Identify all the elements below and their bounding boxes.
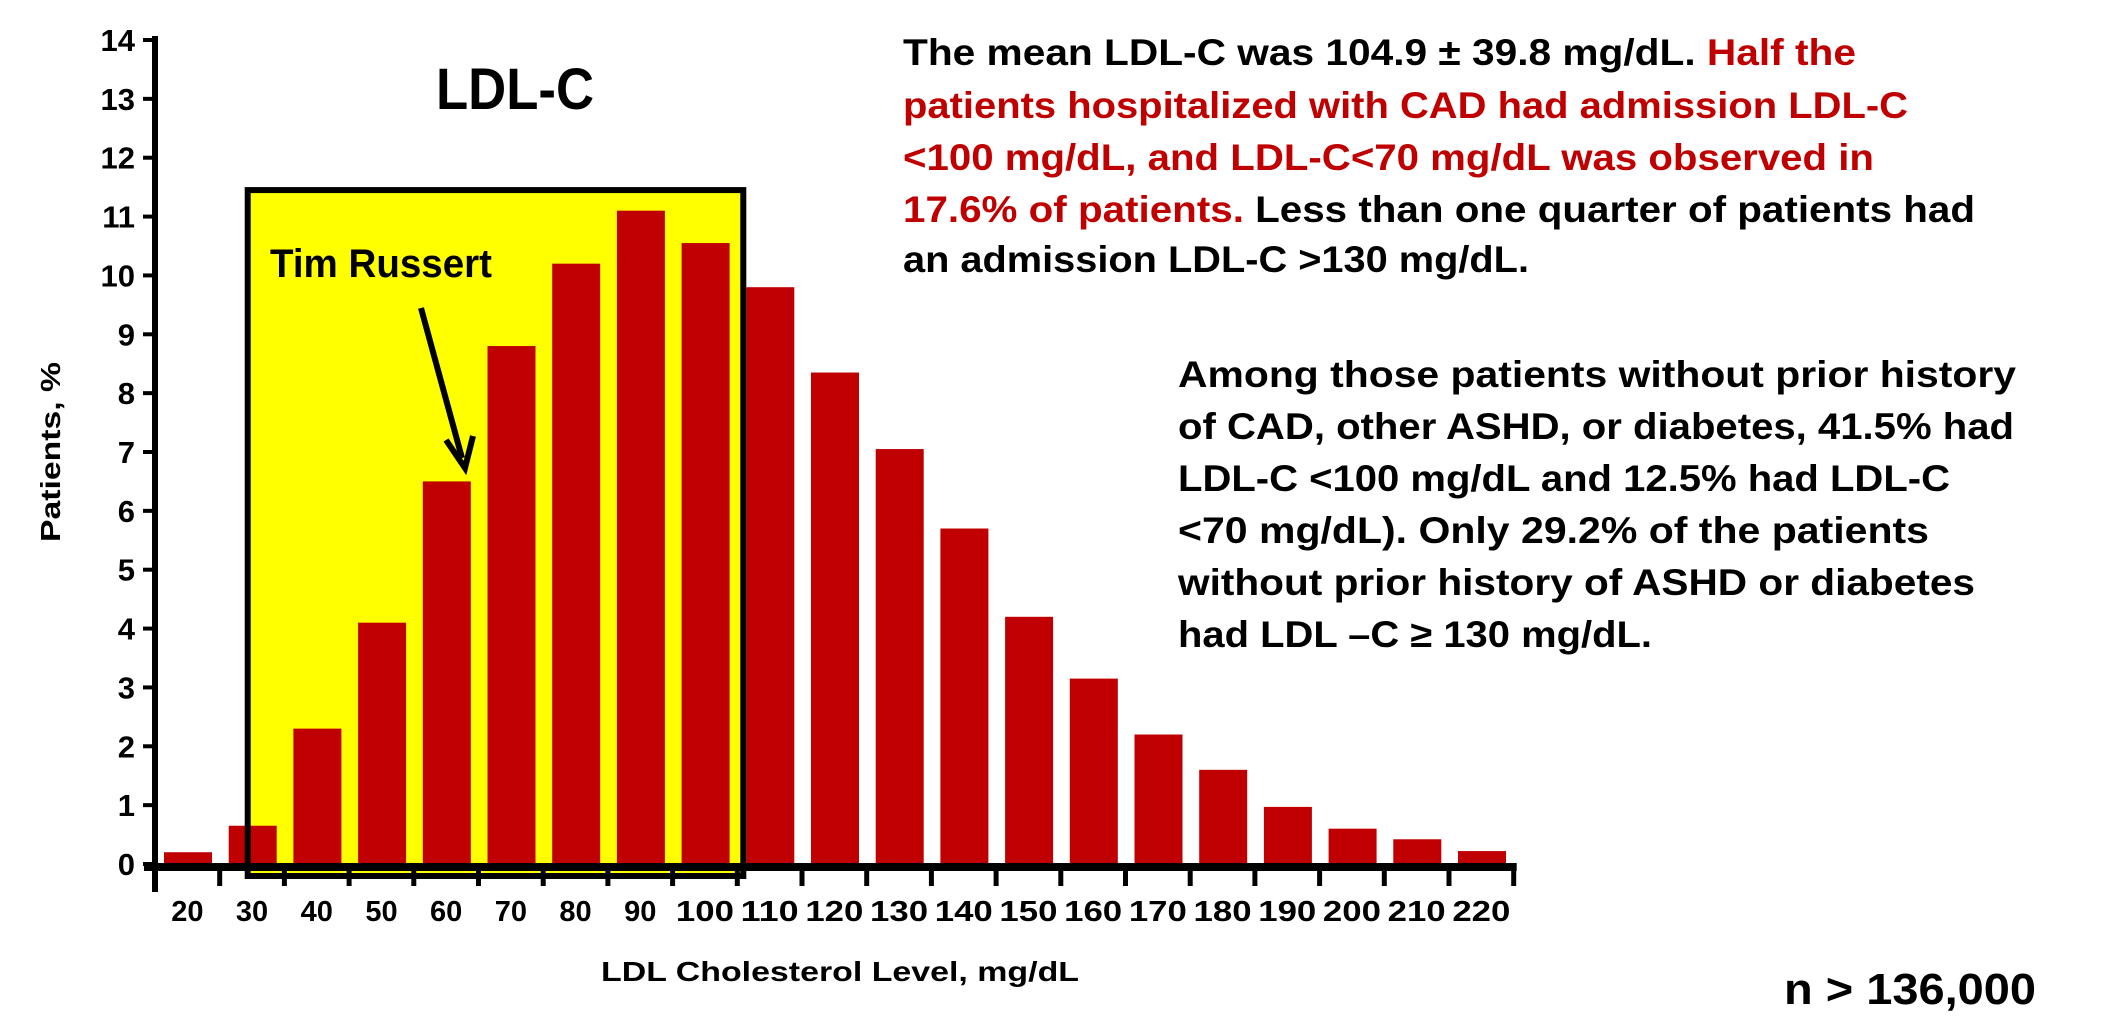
bar-100 — [681, 243, 730, 865]
y-tick-label: 9 — [118, 317, 135, 352]
y-tick-label: 7 — [118, 435, 135, 470]
bar-210 — [1393, 839, 1442, 864]
summary-line: 17.6% of patients. Less than one quarter… — [903, 189, 1975, 230]
bar-170 — [1134, 734, 1183, 864]
x-tick-label: 150 — [999, 896, 1057, 928]
subgroup-line: Among those patients without prior histo… — [1178, 354, 2016, 395]
y-tick-label: 5 — [118, 553, 135, 588]
x-tick-label: 130 — [870, 896, 928, 928]
x-tick-label: 120 — [805, 896, 863, 928]
chart-title: LDL-C — [436, 57, 594, 122]
x-tick-label: 80 — [559, 896, 591, 928]
text-segment: The mean LDL-C was 104.9 ± 39.8 mg/dL. — [903, 32, 1707, 73]
y-tick-label: 13 — [101, 82, 135, 117]
x-tick-labels: 20 30 40 50 60 70 80 90 100 110 120 130 140 150 160 170… — [171, 896, 1510, 928]
x-tick-label: 70 — [495, 896, 527, 928]
x-tick-label: 200 — [1323, 896, 1381, 928]
bar-140 — [940, 528, 989, 864]
x-tick-label: 90 — [624, 896, 656, 928]
x-tick-label: 190 — [1258, 896, 1316, 928]
subgroup-line: of CAD, other ASHD, or diabetes, 41.5% h… — [1178, 406, 2014, 447]
y-tick-label: 0 — [118, 847, 135, 882]
highlighted-text: <100 mg/dL, and LDL-C<70 mg/dL was obser… — [903, 137, 1874, 178]
bar-180 — [1199, 769, 1248, 864]
y-axis-label: Patients, % — [35, 362, 66, 542]
x-tick-label: 60 — [430, 896, 462, 928]
summary-line: patients hospitalized with CAD had admis… — [903, 85, 1908, 126]
subgroup-line: without prior history of ASHD or diabete… — [1177, 562, 1975, 603]
bar-60 — [422, 481, 471, 864]
bar-220 — [1458, 851, 1506, 864]
bar-70 — [487, 346, 536, 864]
subgroup-line: LDL-C <100 mg/dL and 12.5% had LDL-C — [1178, 458, 1950, 499]
subgroup-text-block: Among those patients without prior histo… — [1177, 354, 2017, 655]
bar-30 — [228, 825, 277, 864]
subgroup-line: had LDL –C ≥ 130 mg/dL. — [1178, 614, 1652, 655]
text-segment: an admission LDL-C >130 mg/dL. — [903, 239, 1529, 280]
x-tick-label: 140 — [935, 896, 993, 928]
x-tick-label: 20 — [171, 896, 203, 928]
bar-80 — [552, 263, 601, 865]
annotation-arrow-icon — [418, 307, 476, 476]
y-tick-label: 2 — [118, 729, 135, 764]
x-tick-label: 210 — [1388, 896, 1446, 928]
bar-40 — [293, 728, 342, 864]
y-tick-label: 4 — [118, 612, 136, 647]
y-tick-label: 6 — [118, 494, 135, 529]
x-tick-label: 110 — [741, 896, 799, 928]
bar-130 — [875, 449, 924, 864]
annotation-label: Tim Russert — [270, 242, 492, 286]
highlighted-text: Half the — [1707, 32, 1856, 73]
bar-120 — [811, 372, 859, 864]
y-tick-label: 12 — [101, 141, 135, 176]
x-tick-label: 40 — [301, 896, 333, 928]
summary-line: <100 mg/dL, and LDL-C<70 mg/dL was obser… — [903, 137, 1874, 178]
x-tick-label: 100 — [676, 896, 734, 928]
bar-160 — [1069, 678, 1118, 864]
text-segment: Less than one quarter of patients had — [1255, 189, 1975, 230]
x-tick-label: 180 — [1194, 896, 1252, 928]
x-tick-label: 50 — [365, 896, 397, 928]
summary-text-block: The mean LDL-C was 104.9 ± 39.8 mg/dL. H… — [903, 32, 1975, 280]
x-tick-label: 30 — [236, 896, 268, 928]
y-tick-label: 10 — [101, 258, 135, 293]
y-tick-label: 1 — [118, 788, 135, 823]
x-tick-label: 170 — [1129, 896, 1187, 928]
bar-200 — [1328, 828, 1377, 864]
highlighted-text: patients hospitalized with CAD had admis… — [903, 85, 1908, 126]
summary-line: an admission LDL-C >130 mg/dL. — [903, 239, 1529, 280]
bar-190 — [1263, 806, 1312, 864]
y-tick-label: 3 — [118, 670, 135, 705]
axes — [143, 36, 1517, 892]
bar-150 — [1005, 616, 1054, 864]
highlighted-text: 17.6% of patients. — [903, 189, 1255, 230]
sample-size: n > 136,000 — [1784, 965, 2036, 1014]
y-tick-label: 11 — [102, 200, 135, 235]
y-tick-label: 14 — [101, 23, 136, 58]
y-tick-label: 8 — [118, 376, 135, 411]
bar-110 — [746, 287, 795, 864]
x-tick-label: 220 — [1452, 896, 1510, 928]
bar-50 — [358, 622, 407, 864]
bar-90 — [616, 210, 665, 864]
bar-20 — [164, 852, 212, 864]
x-tick-label: 160 — [1064, 896, 1122, 928]
x-axis-label: LDL Cholesterol Level, mg/dL — [601, 956, 1079, 987]
summary-line: The mean LDL-C was 104.9 ± 39.8 mg/dL. H… — [903, 32, 1856, 73]
bars — [164, 210, 1506, 865]
highlight-border — [244, 187, 747, 880]
subgroup-line: <70 mg/dL). Only 29.2% of the patients — [1178, 510, 1929, 551]
